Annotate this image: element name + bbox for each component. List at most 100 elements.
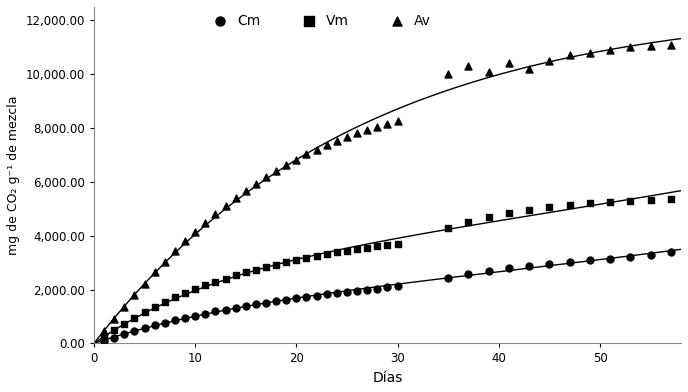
Vm bbox=[564, 202, 575, 208]
Av bbox=[584, 49, 595, 56]
Cm bbox=[301, 294, 312, 300]
Cm bbox=[392, 283, 403, 290]
Av bbox=[665, 42, 676, 48]
Cm bbox=[372, 285, 383, 292]
Av bbox=[645, 43, 656, 49]
Vm bbox=[250, 267, 261, 273]
Cm bbox=[332, 290, 343, 296]
Vm bbox=[119, 321, 130, 327]
Cm bbox=[119, 331, 130, 338]
Av bbox=[109, 316, 120, 322]
Vm bbox=[605, 199, 616, 205]
Av bbox=[159, 258, 170, 265]
Vm bbox=[584, 200, 595, 207]
Vm bbox=[645, 197, 656, 203]
Cm bbox=[220, 307, 231, 313]
Cm bbox=[362, 287, 373, 293]
Cm bbox=[200, 310, 211, 317]
Vm bbox=[382, 242, 393, 248]
Cm bbox=[524, 263, 535, 269]
Vm bbox=[372, 243, 383, 249]
Vm bbox=[291, 257, 302, 263]
Vm bbox=[665, 196, 676, 202]
Vm bbox=[159, 299, 170, 305]
Cm bbox=[281, 296, 292, 303]
Cm bbox=[129, 328, 140, 334]
Cm bbox=[250, 301, 261, 307]
Vm bbox=[311, 253, 322, 260]
Cm bbox=[504, 265, 515, 272]
Vm bbox=[544, 204, 555, 211]
Cm bbox=[321, 291, 332, 298]
Av bbox=[281, 162, 292, 168]
Vm bbox=[240, 269, 251, 276]
Vm bbox=[524, 207, 535, 213]
Av bbox=[129, 292, 140, 298]
Cm bbox=[352, 288, 363, 294]
Cm bbox=[584, 257, 595, 263]
Av bbox=[372, 123, 383, 130]
Av bbox=[392, 118, 403, 124]
Av bbox=[169, 248, 180, 254]
Vm bbox=[98, 334, 109, 340]
Cm bbox=[311, 292, 322, 299]
Av bbox=[139, 281, 150, 287]
Cm bbox=[98, 338, 109, 344]
Cm bbox=[645, 252, 656, 258]
Vm bbox=[625, 198, 636, 204]
Cm bbox=[139, 325, 150, 331]
Av bbox=[210, 211, 221, 217]
Vm bbox=[109, 327, 120, 333]
Cm bbox=[240, 303, 251, 309]
Vm bbox=[129, 315, 140, 321]
Cm bbox=[442, 274, 453, 281]
Vm bbox=[362, 245, 373, 251]
Vm bbox=[463, 219, 474, 225]
Cm bbox=[625, 253, 636, 260]
Cm bbox=[169, 317, 180, 323]
X-axis label: Días: Días bbox=[372, 371, 402, 385]
Av bbox=[605, 47, 616, 53]
Vm bbox=[261, 264, 272, 270]
Vm bbox=[169, 294, 180, 301]
Av bbox=[149, 269, 160, 276]
Vm bbox=[483, 214, 494, 221]
Cm bbox=[564, 258, 575, 265]
Av bbox=[291, 156, 302, 163]
Cm bbox=[261, 299, 272, 306]
Vm bbox=[281, 259, 292, 265]
Av bbox=[544, 58, 555, 64]
Cm bbox=[270, 298, 281, 304]
Vm bbox=[139, 309, 150, 316]
Vm bbox=[352, 246, 363, 252]
Y-axis label: mg de CO₂ g⁻¹ de mezcla: mg de CO₂ g⁻¹ de mezcla bbox=[7, 96, 20, 255]
Vm bbox=[180, 290, 191, 296]
Av bbox=[311, 147, 322, 153]
Av bbox=[341, 134, 352, 140]
Cm bbox=[341, 289, 352, 295]
Av bbox=[98, 328, 109, 334]
Av bbox=[463, 63, 474, 69]
Av bbox=[270, 168, 281, 174]
Cm bbox=[190, 312, 201, 319]
Av bbox=[382, 121, 393, 127]
Cm bbox=[665, 249, 676, 256]
Av bbox=[625, 44, 636, 51]
Vm bbox=[321, 251, 332, 258]
Av bbox=[261, 174, 272, 180]
Legend: Cm, Vm, Av: Cm, Vm, Av bbox=[206, 14, 431, 28]
Vm bbox=[190, 286, 201, 292]
Cm bbox=[180, 315, 191, 321]
Av bbox=[524, 66, 535, 72]
Vm bbox=[341, 248, 352, 254]
Cm bbox=[149, 322, 160, 328]
Vm bbox=[442, 225, 453, 231]
Cm bbox=[109, 334, 120, 341]
Av bbox=[119, 304, 130, 310]
Av bbox=[301, 151, 312, 158]
Cm bbox=[544, 261, 555, 267]
Cm bbox=[382, 284, 393, 290]
Vm bbox=[220, 276, 231, 282]
Vm bbox=[200, 282, 211, 289]
Av bbox=[352, 131, 363, 137]
